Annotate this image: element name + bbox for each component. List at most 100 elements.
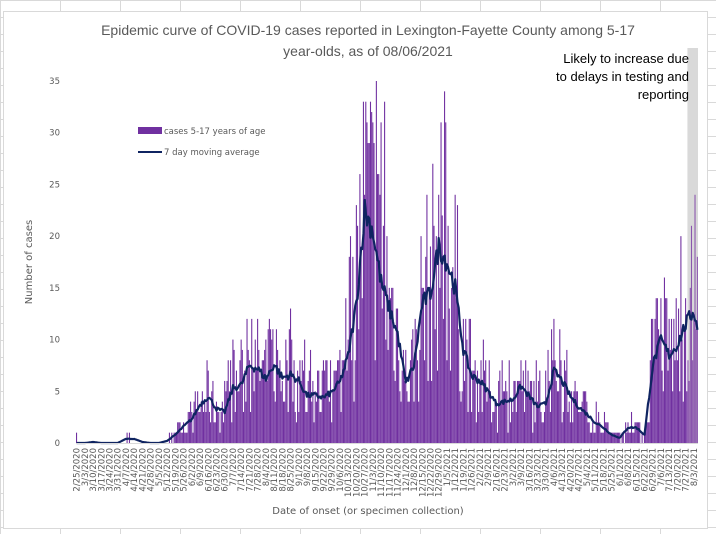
legend-swatch-cases (138, 127, 162, 134)
x-tick-label: 3/10/2020 (89, 448, 99, 492)
case-bar (362, 101, 364, 443)
case-bar (267, 329, 269, 443)
case-bar (375, 81, 377, 443)
case-bar (681, 339, 683, 443)
case-bar (635, 422, 637, 443)
case-bar (275, 329, 277, 443)
x-tick-label: 6/30/2020 (221, 448, 231, 492)
case-bar (333, 370, 335, 443)
case-bar (693, 318, 695, 443)
case-bar (214, 422, 216, 443)
case-bar (610, 432, 613, 443)
case-bar (301, 360, 303, 443)
case-bar (420, 236, 422, 443)
case-bar (312, 380, 314, 443)
case-bar (366, 122, 368, 443)
case-bar (237, 391, 239, 443)
case-bar (266, 380, 268, 443)
case-bar (411, 339, 413, 443)
case-bar (355, 205, 357, 443)
case-bar (429, 246, 431, 443)
case-bar (695, 329, 697, 443)
case-bar (367, 143, 369, 444)
y-tick-label: 15 (49, 284, 60, 294)
y-tick-label: 25 (49, 180, 60, 190)
case-bar (360, 246, 362, 443)
case-bar (464, 380, 466, 443)
x-tick-label: 4/28/2020 (147, 448, 157, 492)
x-tick-label: 8/18/2020 (278, 448, 288, 492)
x-tick-label: 1/19/2021 (459, 448, 469, 492)
case-bar (627, 422, 629, 443)
case-bar (416, 360, 419, 443)
case-bar (493, 411, 495, 443)
x-tick-label: 6/8/2021 (624, 448, 634, 486)
case-bar (408, 401, 410, 443)
case-bar (230, 360, 232, 443)
case-bar (459, 391, 461, 443)
case-bar (659, 339, 661, 443)
x-tick-label: 9/29/2020 (328, 448, 338, 492)
annotation-line-1: Likely to increase due (563, 51, 689, 66)
case-bar (188, 411, 190, 443)
case-bar (509, 422, 511, 443)
case-bar (606, 422, 608, 443)
case-bar (674, 360, 676, 443)
case-bar (481, 411, 483, 443)
case-bar (246, 318, 248, 443)
case-bar (252, 370, 254, 443)
legend[interactable]: cases 5-17 years of age 7 day moving ave… (138, 127, 266, 158)
case-bar (445, 122, 447, 443)
case-bar (181, 432, 183, 443)
case-bar (435, 236, 437, 443)
x-tick-label: 2/23/2021 (501, 448, 511, 492)
case-bar (226, 380, 228, 443)
x-tick-label: 6/9/2020 (196, 448, 206, 486)
case-bar (643, 432, 645, 443)
case-bar (558, 391, 560, 443)
case-bar (201, 391, 203, 443)
case-bar (286, 360, 288, 443)
case-bar (208, 411, 210, 443)
case-bar (525, 360, 527, 443)
x-axis-ticks: 2/25/20203/3/20203/10/20203/17/20203/24/… (73, 448, 700, 497)
case-bar (391, 287, 393, 443)
case-bar (385, 339, 387, 443)
case-bar (255, 370, 257, 443)
case-bar (636, 422, 638, 443)
case-bar (655, 298, 657, 443)
case-bar (601, 432, 603, 443)
x-tick-label: 10/13/2020 (344, 448, 354, 497)
y-tick-label: 5 (55, 387, 60, 397)
case-bar (647, 422, 649, 443)
case-bar (534, 422, 536, 443)
case-bar (381, 308, 383, 443)
case-bar (358, 329, 360, 443)
x-tick-label: 5/11/2021 (591, 448, 601, 492)
case-bar (646, 422, 648, 443)
case-bar (469, 318, 471, 443)
case-bar (548, 380, 550, 443)
case-bar (202, 411, 205, 443)
case-bar (338, 360, 340, 443)
case-bar (198, 411, 200, 443)
case-bar (281, 380, 283, 443)
case-bar (394, 380, 396, 443)
case-bar (278, 370, 280, 443)
case-bar (515, 411, 517, 443)
y-tick-label: 10 (49, 336, 60, 346)
case-bar (614, 432, 616, 443)
case-bar (259, 380, 261, 443)
case-bar (566, 349, 568, 443)
x-tick-label: 4/21/2020 (138, 448, 148, 492)
case-bar (559, 329, 561, 443)
case-bar (571, 391, 573, 443)
x-tick-label: 1/5/2021 (443, 448, 453, 486)
case-bar (511, 401, 513, 443)
case-bar (471, 411, 473, 443)
case-bar (560, 360, 562, 443)
case-bar (488, 360, 490, 443)
case-bar (405, 349, 407, 443)
case-bar (307, 380, 309, 443)
case-bar (351, 360, 353, 443)
